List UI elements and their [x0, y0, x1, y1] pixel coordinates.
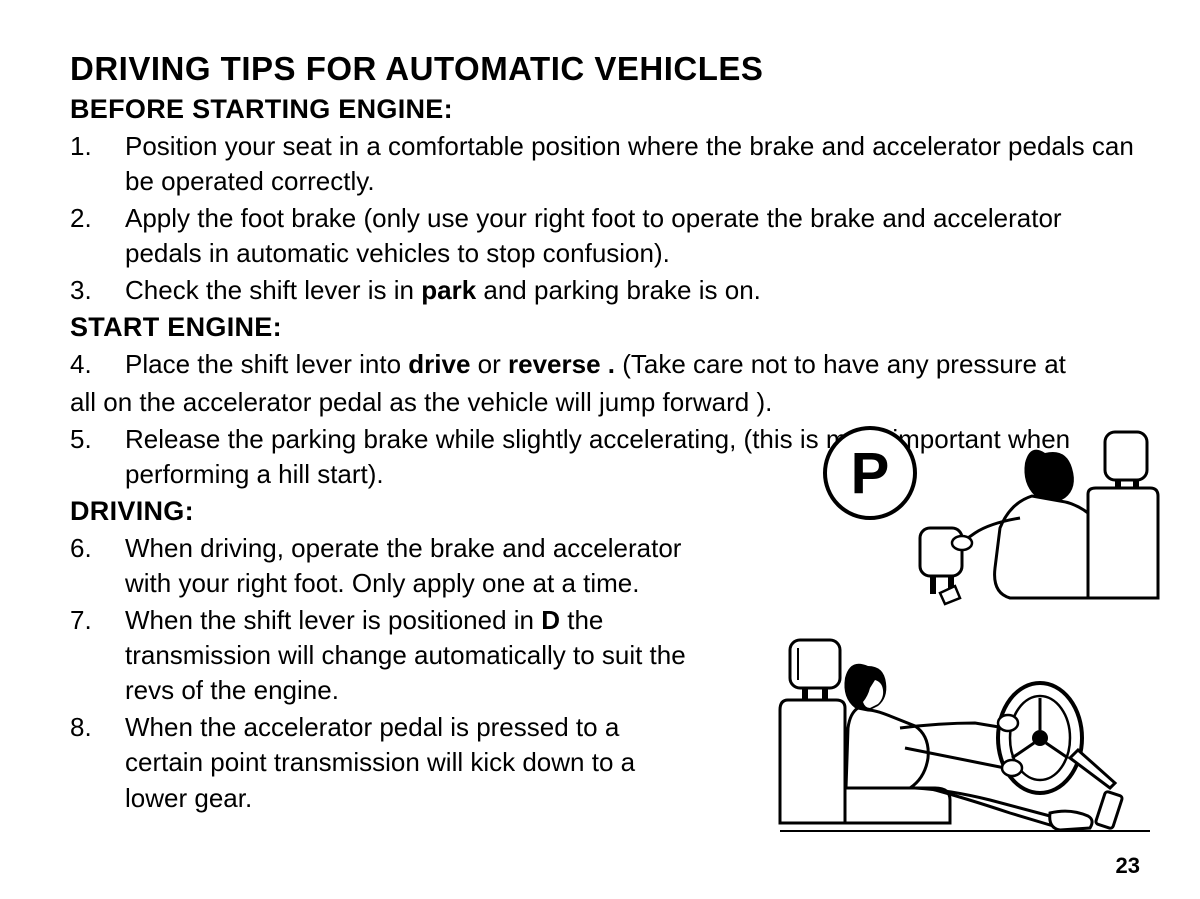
list-item: 2. Apply the foot brake (only use your r…	[70, 201, 1140, 271]
illustration-driver-park: P	[810, 418, 1160, 608]
list-item: 1. Position your seat in a comfortable p…	[70, 129, 1140, 199]
text-part: Place the shift lever into	[125, 349, 408, 379]
page-title: DRIVING TIPS FOR AUTOMATIC VEHICLES	[70, 50, 1140, 88]
section-heading-before: BEFORE STARTING ENGINE:	[70, 94, 1140, 125]
text-bold: drive	[408, 349, 470, 379]
list-number: 5.	[70, 422, 125, 492]
list-number: 7.	[70, 603, 125, 708]
list-item: 4. Place the shift lever into drive or r…	[70, 347, 1140, 382]
page-number: 23	[1116, 853, 1140, 879]
park-label: P	[851, 441, 890, 506]
list-text: Apply the foot brake (only use your righ…	[125, 201, 1140, 271]
list-number: 6.	[70, 531, 125, 601]
text-bold: park	[421, 275, 476, 305]
text-bold: reverse .	[508, 349, 615, 379]
text-part: Check the shift lever is in	[125, 275, 421, 305]
list-text: Check the shift lever is in park and par…	[125, 273, 1140, 308]
list-number: 2.	[70, 201, 125, 271]
section-heading-start: START ENGINE:	[70, 312, 1140, 343]
list-item: 3. Check the shift lever is in park and …	[70, 273, 1140, 308]
list-number: 1.	[70, 129, 125, 199]
text-part: (Take care not to have any pressure at	[615, 349, 1066, 379]
text-part: and parking brake is on.	[476, 275, 761, 305]
list-text: Place the shift lever into drive or reve…	[125, 347, 1140, 382]
text-part: When the shift lever is positioned in	[125, 605, 541, 635]
list-text: When driving, operate the brake and acce…	[125, 531, 695, 601]
list-continuation: all on the accelerator pedal as the vehi…	[70, 385, 1140, 420]
list-number: 8.	[70, 710, 125, 815]
list-text: Position your seat in a comfortable posi…	[125, 129, 1140, 199]
list-text: When the accelerator pedal is pressed to…	[125, 710, 695, 815]
list-number: 4.	[70, 347, 125, 382]
list-number: 3.	[70, 273, 125, 308]
text-bold: D	[541, 605, 560, 635]
text-part: or	[470, 349, 508, 379]
illustration-driver-steering	[750, 628, 1160, 838]
list-text: When the shift lever is positioned in D …	[125, 603, 695, 708]
